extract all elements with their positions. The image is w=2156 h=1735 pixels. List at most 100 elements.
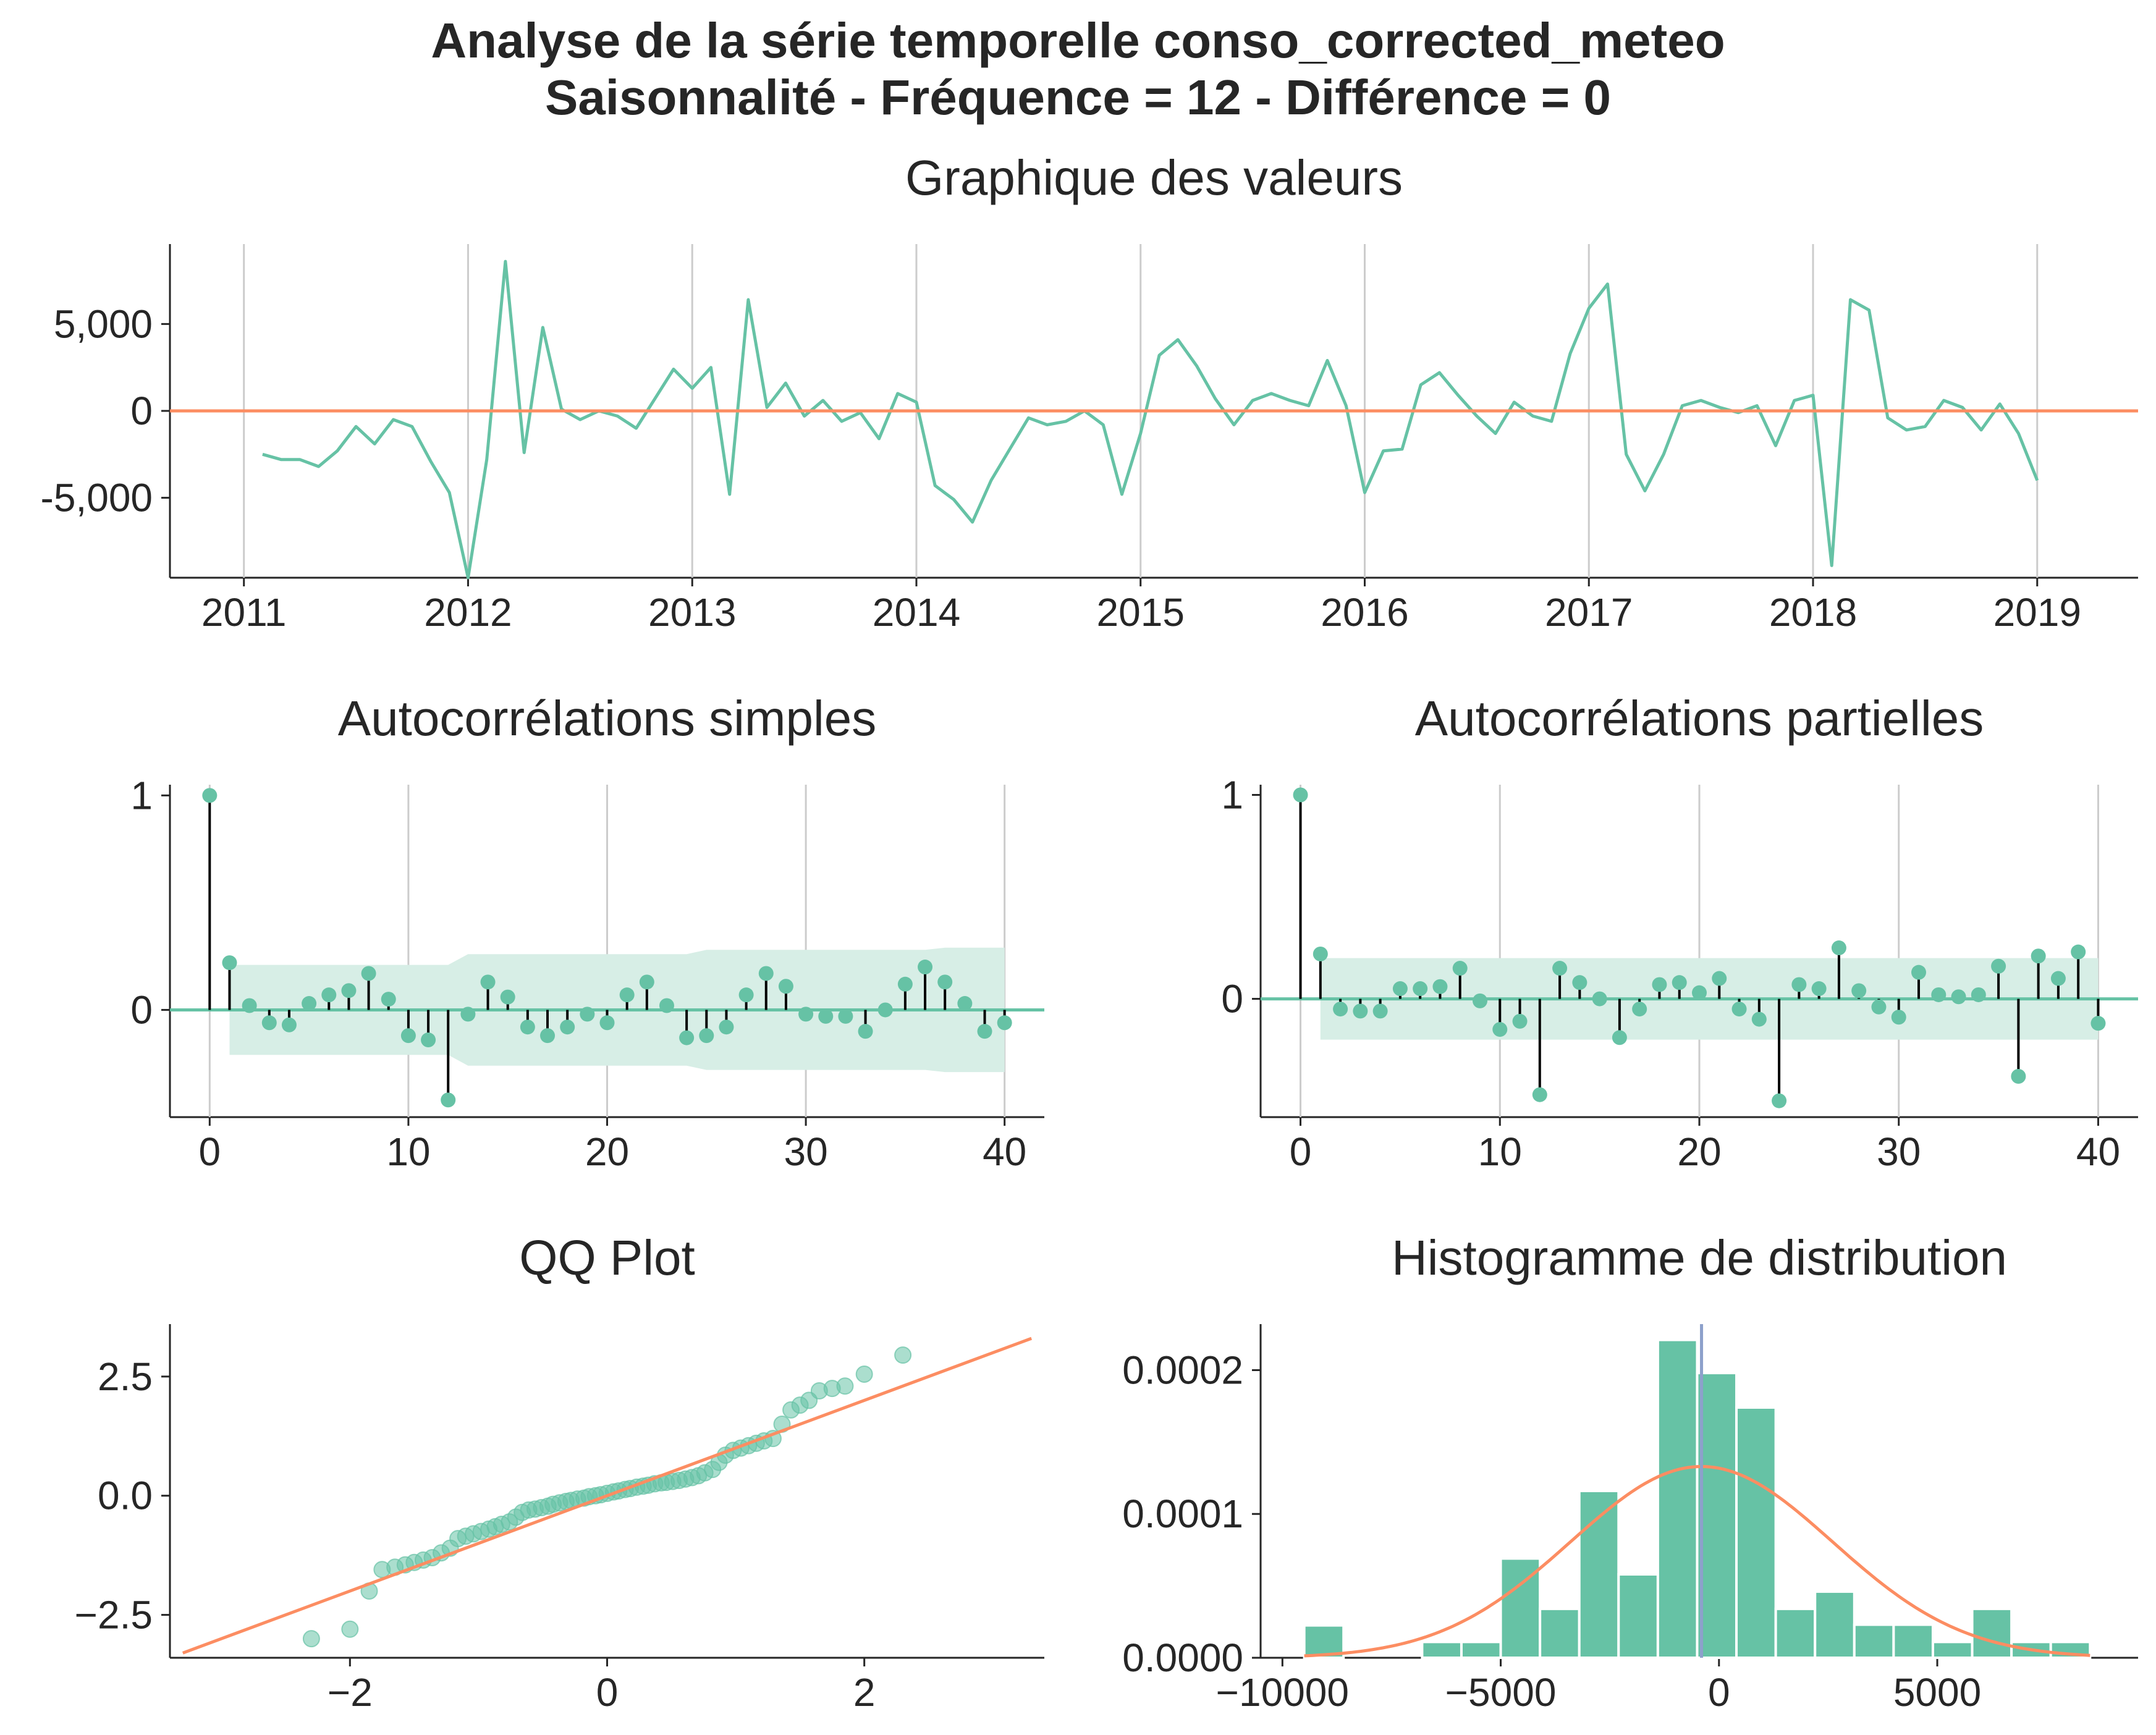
values-y-tick-label: -5,000: [41, 476, 153, 520]
qq-title: QQ Plot: [519, 1230, 695, 1285]
values-y-tick-label: 5,000: [54, 302, 153, 346]
hist-bar: [1853, 1623, 1895, 1660]
acf-title: Autocorrélations simples: [338, 691, 876, 746]
acf-x-tick-label: 10: [386, 1129, 430, 1174]
qq-x-tick-label: 2: [853, 1670, 876, 1715]
pacf-marker: [1891, 1010, 1906, 1025]
qq-y-tick-label: −2.5: [75, 1593, 153, 1637]
pacf-marker: [1353, 1003, 1368, 1019]
pacf-marker: [1293, 787, 1308, 803]
hist-bar: [1696, 1372, 1738, 1659]
acf-marker: [302, 996, 317, 1011]
acf-marker: [699, 1028, 714, 1044]
acf-marker: [758, 966, 774, 981]
acf-marker: [679, 1030, 695, 1045]
pacf-marker: [2011, 1068, 2026, 1084]
pacf-marker: [1772, 1093, 1787, 1108]
pacf-marker: [1712, 971, 1727, 986]
hist-bar: [1971, 1607, 2013, 1659]
acf-marker: [719, 1019, 734, 1035]
pacf-marker: [2031, 948, 2046, 964]
pacf-marker: [1372, 1003, 1388, 1019]
pacf-marker: [1831, 940, 1846, 956]
acf-marker: [540, 1028, 556, 1044]
pacf-marker: [1333, 1002, 1348, 1017]
pacf-marker: [1991, 958, 2006, 974]
qq-point: [341, 1620, 359, 1638]
acf-marker: [778, 979, 793, 994]
acf-marker: [918, 960, 933, 975]
pacf-x-tick-label: 10: [1478, 1129, 1522, 1174]
pacf-marker: [1473, 993, 1487, 1008]
pacf-marker: [1731, 1002, 1747, 1017]
acf-marker: [421, 1032, 436, 1048]
pacf-x-tick-label: 30: [1877, 1129, 1921, 1174]
acf-x-tick-label: 40: [983, 1129, 1026, 1174]
acf-marker: [281, 1017, 297, 1032]
acf-marker: [500, 989, 515, 1005]
values-x-tick-label: 2013: [648, 590, 736, 635]
acf-marker: [838, 1008, 853, 1024]
acf-marker: [937, 974, 953, 990]
values-x-tick-label: 2012: [424, 590, 512, 635]
hist-bar: [1539, 1607, 1581, 1659]
acf-marker: [997, 1015, 1012, 1031]
values-x-tick-label: 2018: [1769, 590, 1857, 635]
acf-marker: [977, 1024, 992, 1039]
hist-x-tick-label: 5000: [1893, 1670, 1981, 1715]
acf-marker: [400, 1028, 416, 1044]
pacf-x-tick-label: 40: [2076, 1129, 2120, 1174]
hist-y-tick-label: 0.0001: [1122, 1492, 1243, 1536]
values-y-tick-label: 0: [130, 389, 153, 433]
acf-marker: [858, 1024, 873, 1039]
pacf-marker: [1313, 946, 1328, 961]
pacf-marker: [1751, 1011, 1767, 1027]
pacf-marker: [1951, 989, 1966, 1005]
hist-bar: [1656, 1338, 1699, 1660]
qq-y-tick-label: 0.0: [98, 1474, 153, 1518]
pacf-y-tick-label: 0: [1221, 977, 1243, 1021]
acf-marker: [639, 974, 654, 990]
acf-marker: [460, 1007, 476, 1022]
acf-marker: [341, 983, 357, 998]
hist-bar: [1303, 1624, 1345, 1660]
pacf-title: Autocorrélations partielles: [1415, 691, 1984, 746]
acf-x-tick-label: 20: [585, 1129, 629, 1174]
values-x-tick-label: 2015: [1097, 590, 1185, 635]
hist-bar: [1931, 1640, 1974, 1659]
hist-bar: [1735, 1406, 1777, 1659]
pacf-marker: [1811, 981, 1827, 997]
pacf-marker: [1791, 977, 1807, 992]
qq-chart: QQ Plot −2 0 2 −2.5 0.0 2.5: [75, 1230, 1044, 1715]
pacf-marker: [2090, 1016, 2106, 1031]
values-x-tick-label: 2011: [201, 590, 287, 635]
hist-bar: [1617, 1573, 1659, 1659]
acf-marker: [957, 996, 973, 1011]
values-x-tick-label: 2017: [1545, 590, 1633, 635]
acf-marker: [202, 788, 218, 803]
acf-marker: [361, 966, 376, 981]
acf-marker: [659, 998, 674, 1013]
pacf-x-tick-label: 20: [1677, 1129, 1721, 1174]
qq-y-tick-label: 2.5: [98, 1354, 153, 1399]
qq-point: [855, 1366, 873, 1383]
acf-marker: [560, 1019, 575, 1035]
pacf-y-tick-label: 1: [1221, 773, 1243, 817]
acf-marker: [818, 1008, 834, 1024]
pacf-marker: [1512, 1013, 1528, 1029]
qq-point: [836, 1377, 854, 1395]
qq-x-tick-label: −2: [328, 1670, 373, 1715]
acf-marker: [798, 1007, 814, 1022]
values-title: Graphique des valeurs: [905, 150, 1403, 205]
acf-y-tick-label: 0: [130, 987, 153, 1032]
values-x-tick-label: 2019: [1993, 590, 2081, 635]
hist-y-tick-label: 0.0000: [1122, 1636, 1243, 1680]
acf-marker: [619, 987, 635, 1003]
pacf-marker: [1692, 985, 1707, 1000]
hist-bar: [1814, 1590, 1856, 1660]
acf-x-tick-label: 0: [199, 1129, 221, 1174]
acf-marker: [738, 987, 754, 1003]
pacf-marker: [1413, 981, 1428, 997]
hist-chart: Histogramme de distribution −10000 −5000 0 5…: [1122, 1230, 2138, 1715]
